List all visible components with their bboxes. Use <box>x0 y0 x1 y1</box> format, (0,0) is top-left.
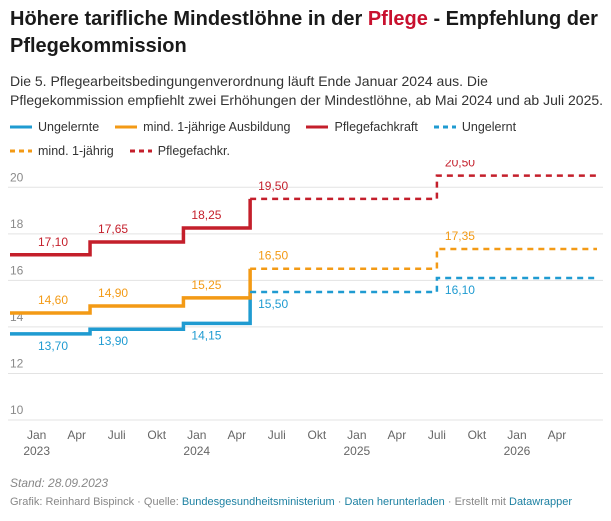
title: Höhere tarifliche Mindestlöhne in der Pf… <box>10 6 605 60</box>
separator: · <box>337 496 342 508</box>
x-tick-label: Jan <box>347 428 366 442</box>
legend-swatch <box>10 125 32 129</box>
legend-swatch <box>10 149 32 153</box>
legend-label: Ungelernt <box>461 120 517 134</box>
title-text: - Empfehlung der Pflegekommission <box>10 8 598 57</box>
y-tick-label: 20 <box>10 170 24 184</box>
data-label: 14,60 <box>38 293 68 307</box>
x-tick-label: Jan <box>27 428 46 442</box>
data-label: 17,35 <box>445 229 475 243</box>
x-year-label: 2023 <box>23 444 50 458</box>
x-tick-label: Juli <box>268 428 286 442</box>
made-with: Erstellt mit <box>454 496 506 508</box>
data-label: 20,50 <box>445 160 475 170</box>
data-label: 14,15 <box>191 328 221 342</box>
date-note: Stand: 28.09.2023 <box>10 476 109 490</box>
x-tick-label: Apr <box>388 428 407 442</box>
legend-swatch <box>129 149 152 153</box>
x-tick-label: Juli <box>108 428 126 442</box>
legend-swatch <box>433 125 456 129</box>
legend-item: mind. 1-jährig <box>10 142 114 160</box>
data-label: 17,65 <box>98 222 128 236</box>
x-tick-label: Juli <box>428 428 446 442</box>
x-year-label: 2024 <box>183 444 210 458</box>
legend-label: Ungelernte <box>38 120 100 134</box>
footer: Stand: 28.09.2023 Grafik: Reinhard Bispi… <box>10 474 572 512</box>
x-tick-label: Jan <box>507 428 526 442</box>
series-line <box>10 198 252 257</box>
x-tick-label: Jan <box>187 428 206 442</box>
data-label: 17,10 <box>38 235 68 249</box>
data-label: 13,90 <box>98 334 128 348</box>
title-text: Höhere tarifliche Mindestlöhne in der <box>10 8 363 30</box>
legend-item: Pflegefachkraft <box>306 118 418 136</box>
x-year-label: 2026 <box>504 444 531 458</box>
series-line <box>250 174 597 201</box>
x-tick-label: Apr <box>548 428 567 442</box>
download-link[interactable]: Daten herunterladen <box>344 496 445 508</box>
data-label: 15,50 <box>258 297 288 311</box>
data-label: 19,50 <box>258 179 288 193</box>
data-label: 16,10 <box>445 283 475 297</box>
y-tick-label: 12 <box>10 356 24 370</box>
source-link[interactable]: Bundesgesundheitsministerium <box>181 496 335 508</box>
x-year-label: 2025 <box>344 444 371 458</box>
data-label: 18,25 <box>191 208 221 222</box>
legend-item: Pflegefachkr. <box>129 142 230 160</box>
x-tick-label: Okt <box>147 428 166 442</box>
legend-item: Ungelernte <box>10 118 99 136</box>
series-line <box>250 276 597 294</box>
x-tick-label: Apr <box>67 428 86 442</box>
x-tick-label: Apr <box>227 428 246 442</box>
legend-swatch <box>306 125 329 129</box>
data-label: 14,90 <box>98 286 128 300</box>
separator: · <box>137 496 141 508</box>
legend-label: Pflegefachkr. <box>157 144 230 158</box>
y-tick-label: 10 <box>10 403 24 417</box>
x-tick-label: Okt <box>308 428 327 442</box>
subtitle: Die 5. Pflegearbeitsbedingungenverordnun… <box>10 73 604 108</box>
y-tick-label: 16 <box>10 263 24 277</box>
source-label: Quelle: <box>143 496 179 508</box>
legend-item: Ungelernt <box>433 118 517 136</box>
series-line <box>250 247 597 270</box>
legend: Ungelernte mind. 1-jährige Ausbildung Pfle… <box>10 118 605 160</box>
tool-link[interactable]: Datawrapper <box>509 496 572 508</box>
data-label: 16,50 <box>258 249 288 263</box>
credits: Grafik: Reinhard Bispinck · Quelle: Bund… <box>10 493 572 512</box>
separator: · <box>447 496 452 508</box>
x-tick-label: Okt <box>468 428 487 442</box>
legend-label: mind. 1-jährige Ausbildung <box>143 120 291 134</box>
legend-swatch <box>115 125 138 129</box>
data-label: 13,70 <box>38 339 68 353</box>
legend-item: mind. 1-jährige Ausbildung <box>115 118 290 136</box>
y-tick-label: 18 <box>10 217 24 231</box>
series-line <box>10 292 252 336</box>
legend-label: Pflegefachkraft <box>334 120 418 134</box>
credit: Grafik: Reinhard Bispinck <box>10 496 135 508</box>
data-label: 15,25 <box>191 278 221 292</box>
series-line <box>10 268 252 315</box>
legend-label: mind. 1-jährig <box>38 144 114 158</box>
title-highlight: Pflege <box>367 8 428 30</box>
